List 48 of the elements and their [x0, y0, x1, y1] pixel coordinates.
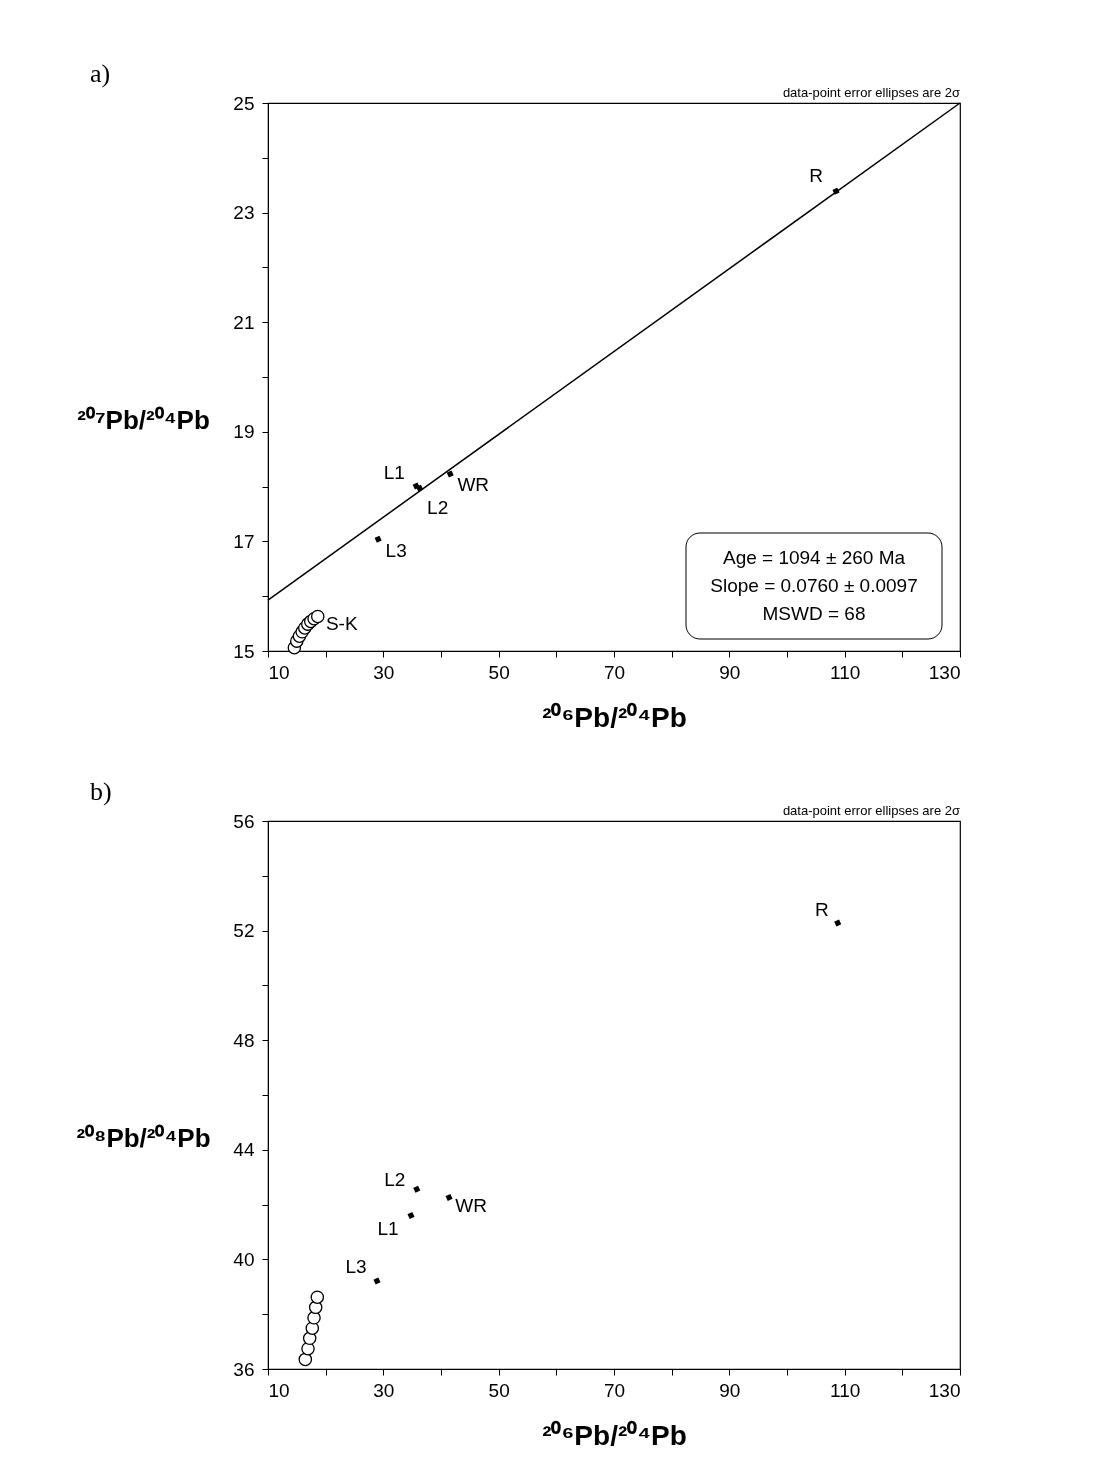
- annotation: L1: [377, 1217, 399, 1239]
- x-tick-label: 30: [373, 661, 395, 683]
- x-tick-label: 30: [373, 1379, 395, 1401]
- y-tick-label: 36: [233, 1358, 255, 1380]
- annotation: L2: [384, 1169, 406, 1191]
- y-tick-label: 19: [233, 421, 255, 443]
- x-tick-label: 110: [830, 1379, 861, 1401]
- chart-title: a): [90, 59, 111, 88]
- x-axis-title: ²⁰⁶Pb/²⁰⁴Pb: [542, 1419, 687, 1451]
- x-tick-label: 110: [830, 661, 861, 683]
- y-tick-label: 15: [233, 640, 255, 662]
- y-tick-label: 44: [233, 1139, 255, 1161]
- annotation: WR: [457, 474, 490, 495]
- annotation: S-K: [325, 613, 358, 635]
- annotation: Age = 1094 ± 260 Ma: [722, 547, 906, 568]
- x-tick-label: 70: [603, 661, 626, 683]
- y-tick-label: 52: [233, 920, 255, 942]
- annotation: Slope = 0.0760 ± 0.0097: [710, 575, 918, 596]
- y-tick-label: 48: [233, 1029, 255, 1051]
- x-tick-label: 50: [488, 661, 510, 683]
- annotation: L1: [383, 462, 405, 484]
- annotation: L3: [345, 1256, 367, 1278]
- annotation: R: [814, 898, 829, 920]
- y-tick-label: 23: [233, 202, 255, 224]
- x-axis-title: ²⁰⁶Pb/²⁰⁴Pb: [542, 701, 687, 733]
- annotation: L3: [385, 540, 407, 562]
- annotation: MSWD = 68: [762, 603, 866, 624]
- y-axis-title: ²⁰⁷Pb/²⁰⁴Pb: [77, 405, 210, 436]
- y-tick-label: 40: [233, 1248, 255, 1270]
- x-tick-label: 130: [928, 1379, 961, 1401]
- chart-title: b): [90, 777, 112, 806]
- x-tick-label: 50: [488, 1379, 510, 1401]
- x-tick-label: 10: [268, 661, 290, 683]
- y-tick-label: 21: [233, 311, 255, 333]
- y-axis-title: ²⁰⁸Pb/²⁰⁴Pb: [76, 1123, 211, 1154]
- x-tick-label: 10: [268, 1379, 290, 1401]
- x-tick-label: 90: [719, 1379, 741, 1401]
- annotation: WR: [455, 1195, 487, 1217]
- annotation: L2: [427, 497, 449, 519]
- x-tick-label: 70: [603, 1379, 626, 1401]
- text: data-point error ellipses are 2σ: [782, 803, 960, 818]
- x-tick-label: 90: [719, 661, 741, 683]
- y-tick-label: 25: [233, 92, 255, 114]
- x-tick-label: 130: [928, 661, 961, 683]
- annotation: R: [809, 165, 823, 187]
- text: data-point error ellipses are 2σ: [782, 85, 960, 100]
- y-tick-label: 56: [233, 810, 255, 832]
- y-tick-label: 17: [233, 530, 255, 552]
